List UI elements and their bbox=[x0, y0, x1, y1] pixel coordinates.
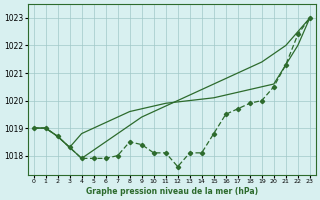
X-axis label: Graphe pression niveau de la mer (hPa): Graphe pression niveau de la mer (hPa) bbox=[86, 187, 258, 196]
